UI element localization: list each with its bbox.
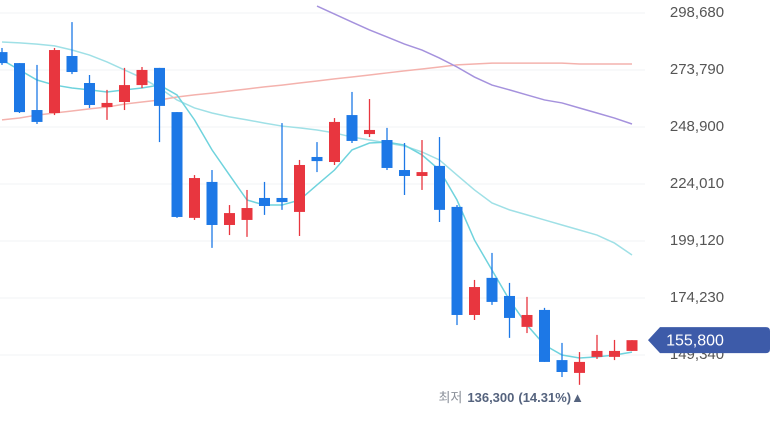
- candle-body: [574, 361, 585, 373]
- candle-body: [241, 208, 253, 220]
- candle-body: [206, 181, 218, 225]
- candle-body: [434, 165, 445, 210]
- candle-body: [469, 287, 480, 315]
- grid: [0, 12, 645, 356]
- candle-body: [294, 164, 305, 212]
- candle-body: [66, 55, 78, 73]
- candle-body: [416, 172, 428, 176]
- candle-body: [259, 197, 270, 206]
- moving-average-line: [316, 5, 633, 125]
- candle-body: [101, 102, 113, 108]
- y-tick-label: 224,010: [670, 175, 724, 192]
- candle-body: [346, 115, 358, 141]
- low-annotation-prefix: 최저: [438, 390, 462, 405]
- candle-body: [381, 140, 393, 168]
- y-tick-label: 199,120: [670, 232, 724, 249]
- candle-body: [486, 277, 498, 302]
- candle-body: [31, 110, 43, 122]
- candle-body: [539, 309, 550, 362]
- candle-body: [451, 206, 463, 315]
- candle-body: [504, 295, 515, 318]
- candle-body: [224, 213, 235, 225]
- overlay: 155,800 최저 136,300 (14.31%)▲: [438, 327, 770, 405]
- candle-body: [329, 121, 340, 163]
- candle-body: [136, 69, 148, 86]
- candle-body: [49, 50, 60, 114]
- candle-body: [399, 170, 410, 176]
- last-price-label: 155,800: [666, 332, 724, 349]
- y-tick-label: 298,680: [670, 4, 724, 21]
- candle-body: [311, 156, 323, 162]
- last-price-tag: [648, 327, 770, 354]
- candle-body: [84, 83, 95, 105]
- candle-body: [171, 112, 183, 217]
- moving-average-line: [1, 59, 633, 359]
- low-annotation-change: (14.31%)▲: [518, 390, 584, 405]
- candle-body: [364, 129, 375, 135]
- y-tick-label: 273,790: [670, 61, 724, 78]
- candle-body: [119, 85, 130, 103]
- y-axis: 298,680 273,790 248,900 224,010 199,120 174,2…: [670, 4, 724, 363]
- candle-body: [626, 340, 638, 351]
- candle-body: [189, 178, 200, 218]
- y-tick-label: 248,900: [670, 118, 724, 135]
- plot-area: [0, 5, 638, 385]
- candle-body: [556, 360, 568, 372]
- candle-body: [0, 52, 8, 64]
- candle-body: [609, 350, 620, 357]
- low-annotation: 최저 136,300 (14.31%)▲: [438, 390, 584, 405]
- moving-average-line: [1, 62, 632, 121]
- candle-body: [14, 63, 25, 113]
- moving-average-line: [1, 41, 633, 256]
- low-annotation-value: 136,300: [467, 390, 514, 405]
- y-tick-label: 174,230: [670, 289, 724, 306]
- candle-body: [276, 197, 288, 203]
- candle-body: [154, 67, 165, 106]
- candle-body: [591, 350, 603, 357]
- candle-body: [521, 314, 533, 327]
